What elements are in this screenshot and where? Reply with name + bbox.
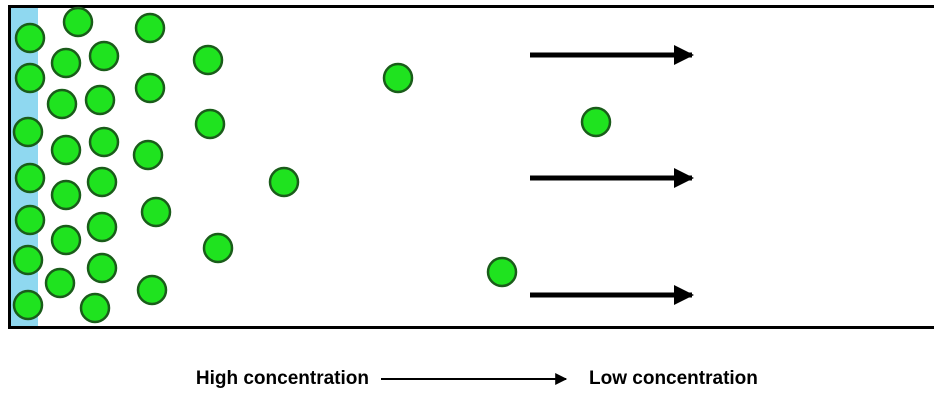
particle <box>14 246 42 274</box>
particle <box>14 118 42 146</box>
particle <box>384 64 412 92</box>
particles <box>14 8 610 322</box>
particle <box>90 128 118 156</box>
particle <box>48 90 76 118</box>
particle <box>88 168 116 196</box>
particle <box>16 164 44 192</box>
particle <box>64 8 92 36</box>
particle <box>488 258 516 286</box>
particle <box>46 269 74 297</box>
particle <box>138 276 166 304</box>
particle <box>88 254 116 282</box>
particle <box>194 46 222 74</box>
particle <box>142 198 170 226</box>
particle <box>86 86 114 114</box>
particle <box>136 14 164 42</box>
particle <box>52 136 80 164</box>
particle <box>16 64 44 92</box>
particle <box>52 181 80 209</box>
particle <box>90 42 118 70</box>
particle <box>14 291 42 319</box>
low-label: Low concentration <box>589 368 758 389</box>
high-label: High concentration <box>196 368 369 389</box>
particle <box>582 108 610 136</box>
particle <box>136 74 164 102</box>
particle <box>204 234 232 262</box>
particle <box>81 294 109 322</box>
particle <box>52 226 80 254</box>
particle <box>52 49 80 77</box>
particle <box>16 24 44 52</box>
diffusion-diagram: High concentration Low concentration <box>0 0 934 393</box>
flow-arrows <box>530 55 692 295</box>
particle <box>270 168 298 196</box>
particle <box>16 206 44 234</box>
particle <box>196 110 224 138</box>
particle <box>88 213 116 241</box>
particle <box>134 141 162 169</box>
